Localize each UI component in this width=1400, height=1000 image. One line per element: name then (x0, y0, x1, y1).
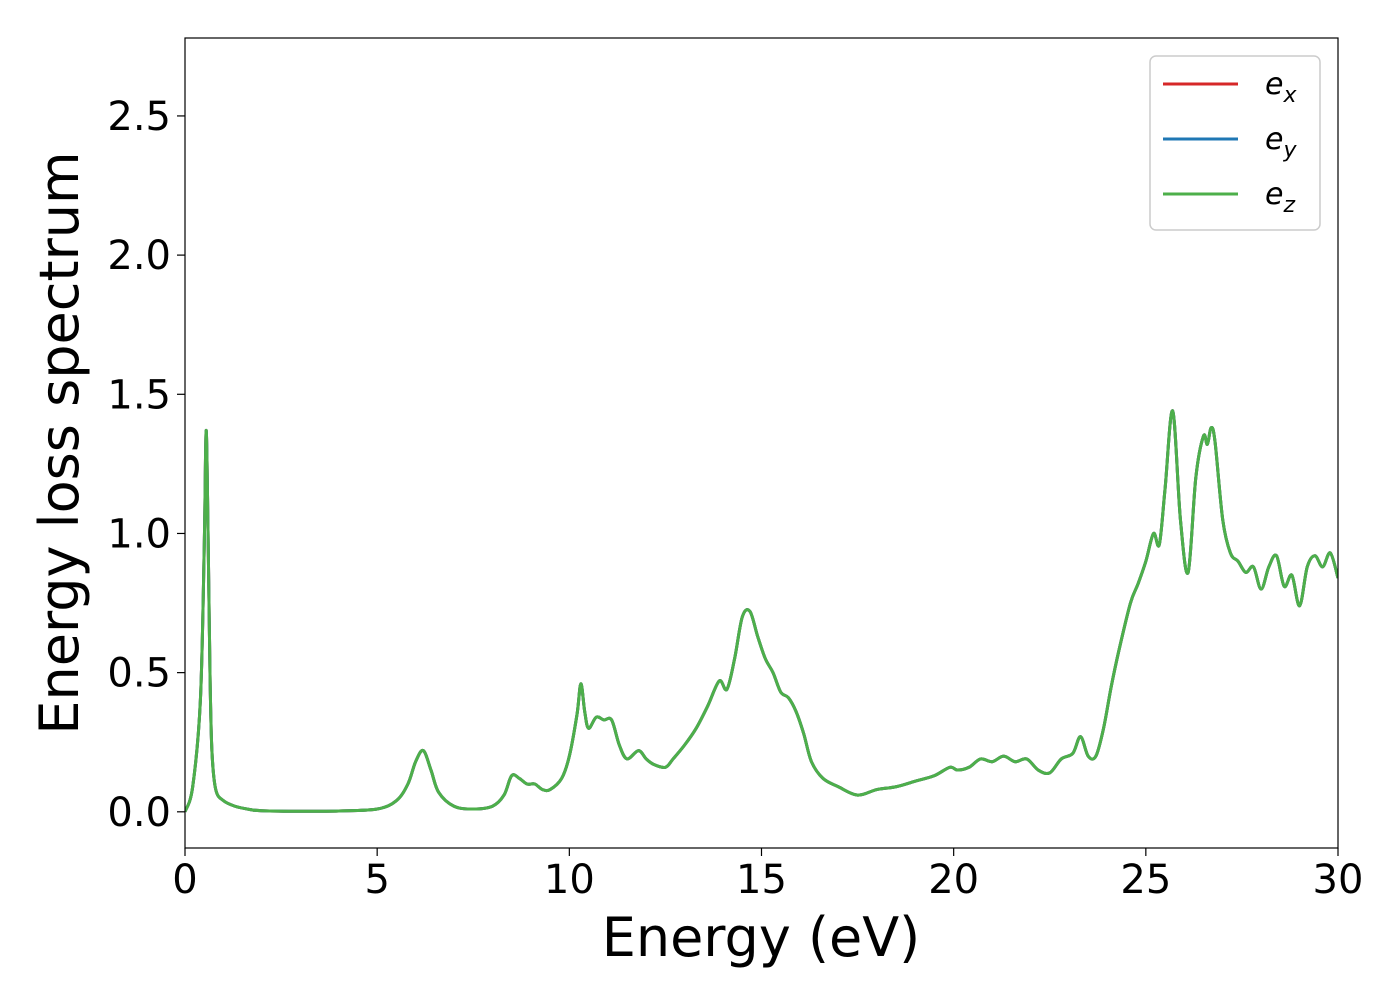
y-tick-label: 1.5 (107, 372, 171, 418)
x-tick-label: 10 (544, 857, 595, 903)
x-tick-label: 25 (1120, 857, 1171, 903)
legend-label-ez: ez (1265, 177, 1295, 218)
y-axis-label: Energy loss spectrum (28, 151, 91, 734)
x-tick-label: 20 (928, 857, 979, 903)
y-tick-label: 0.5 (107, 651, 171, 697)
legend-label-ex: ex (1265, 67, 1297, 108)
y-tick-label: 0.0 (107, 790, 171, 836)
x-tick-label: 0 (172, 857, 197, 903)
x-tick-label: 5 (364, 857, 389, 903)
series-line-ez (185, 409, 1338, 813)
x-axis-label: Energy (eV) (602, 906, 921, 969)
x-axis: 0 5 10 15 20 25 30 (172, 848, 1363, 903)
legend-box (1149, 55, 1321, 231)
x-tick-label: 15 (736, 857, 787, 903)
y-tick-label: 2.0 (107, 233, 171, 279)
y-axis: 0.0 0.5 1.0 1.5 2.0 2.5 (107, 94, 185, 836)
x-tick-label: 30 (1313, 857, 1364, 903)
series-layer (185, 409, 1338, 813)
y-tick-label: 1.0 (107, 511, 171, 557)
y-tick-label: 2.5 (107, 94, 171, 140)
plot-background (185, 38, 1338, 848)
legend-label-ey: ey (1265, 122, 1297, 163)
legend: ex ey ez (1149, 55, 1321, 231)
